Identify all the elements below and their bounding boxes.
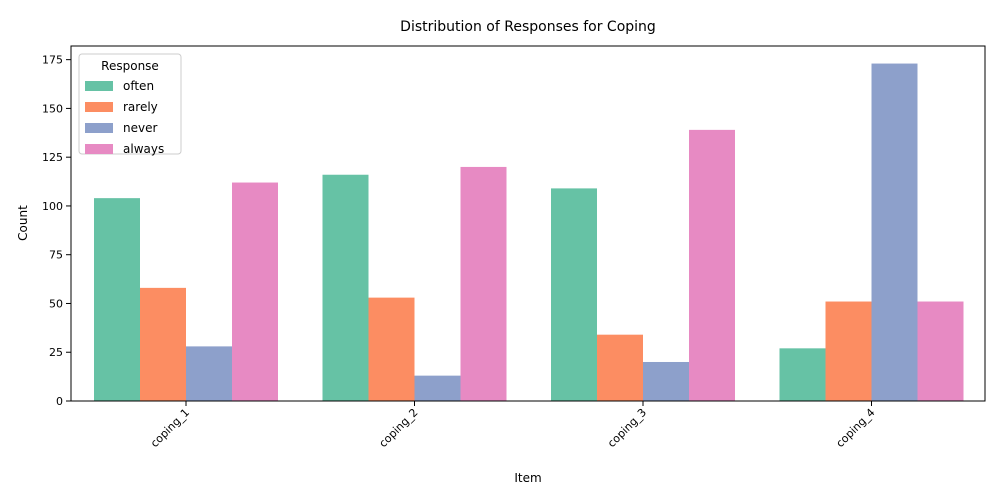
x-axis-label: Item [514,471,541,485]
bar-rarely-coping_4 [825,301,872,401]
legend-label-often: often [123,79,154,93]
y-tick-label: 50 [49,297,63,310]
legend-label-always: always [123,142,164,156]
bar-rarely-coping_3 [597,334,643,401]
bar-never-coping_4 [871,63,918,402]
bar-often-coping_3 [551,188,597,401]
y-tick-label: 175 [42,54,63,67]
bar-rarely-coping_1 [140,287,186,401]
y-tick-label: 25 [49,346,63,359]
bar-always-coping_1 [232,182,278,401]
bar-often-coping_2 [322,174,369,401]
y-axis-label: Count [16,205,30,241]
legend-swatch-often [85,81,113,91]
bar-always-coping_2 [460,166,507,401]
bar-never-coping_2 [414,375,461,401]
legend-swatch-rarely [85,102,113,112]
legend-swatch-never [85,123,113,133]
bars [94,63,964,402]
legend-label-rarely: rarely [123,100,158,114]
y-tick-label: 75 [49,249,63,262]
bar-never-coping_1 [186,346,232,401]
chart-title: Distribution of Responses for Coping [400,19,656,35]
bar-rarely-coping_2 [368,297,415,401]
x-tick-label-coping_3: coping_3 [605,406,649,450]
legend-title: Response [101,59,159,73]
y-axis: 0 25 50 75 100 125 150 175 [42,54,71,408]
legend-swatch-always [85,144,113,154]
bar-always-coping_4 [917,301,964,401]
x-tick-label-coping_1: coping_1 [148,406,192,450]
y-tick-label: 100 [42,200,63,213]
y-tick-label: 150 [42,102,63,115]
legend-label-never: never [123,121,157,135]
bar-often-coping_1 [94,198,140,401]
bar-always-coping_3 [689,129,735,401]
y-tick-label: 0 [56,395,63,408]
legend: Response often rarely never always [78,53,182,156]
x-axis: coping_1 coping_2 coping_3 coping_4 [148,401,878,450]
x-tick-label-coping_2: coping_2 [377,406,421,450]
y-tick-label: 125 [42,151,63,164]
bar-often-coping_4 [779,348,826,401]
x-tick-label-coping_4: coping_4 [834,406,878,450]
bar-never-coping_3 [643,361,689,401]
plot-frame [70,45,986,402]
